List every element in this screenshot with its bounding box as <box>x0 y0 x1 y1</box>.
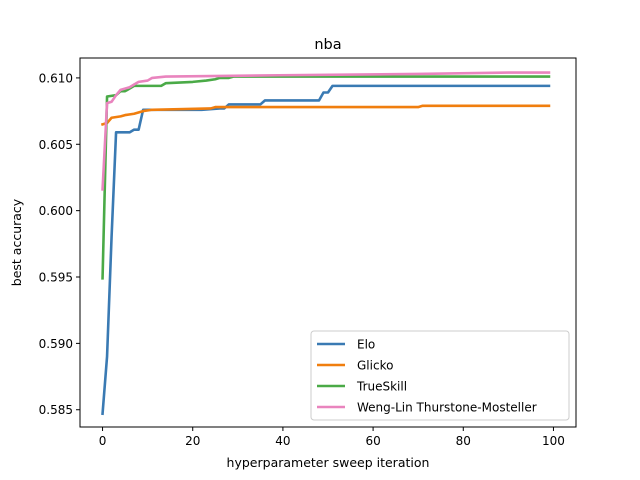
y-tick-label: 0.595 <box>39 271 73 285</box>
legend: Elo Glicko TrueSkill Weng-Lin Thurstone-Mos… <box>310 330 570 421</box>
y-tick-label: 0.585 <box>39 403 73 417</box>
x-axis-label: hyperparameter sweep iteration <box>227 455 430 470</box>
chart-title: nba <box>314 37 341 53</box>
plot-frame <box>79 57 577 428</box>
x-tick-label: 20 <box>185 434 200 448</box>
y-axis-label: best accuracy <box>9 198 24 286</box>
series-line-3 <box>101 71 551 191</box>
series-line-1 <box>100 104 551 126</box>
legend-box <box>310 330 570 421</box>
x-tick-label: 60 <box>365 434 380 448</box>
y-tick-label: 0.590 <box>39 337 73 351</box>
x-tick-label: 0 <box>99 434 107 448</box>
legend-label-3: Weng-Lin Thurstone-Mosteller <box>357 401 537 415</box>
y-tick-label: 0.610 <box>39 71 73 85</box>
plot-lines <box>100 71 551 416</box>
x-tick-label: 40 <box>275 434 290 448</box>
y-tick-label: 0.605 <box>39 138 73 152</box>
x-axis-ticks: 0 20 40 60 80 100 <box>99 427 565 448</box>
x-tick-label: 80 <box>456 434 471 448</box>
legend-label-0: Elo <box>357 338 375 352</box>
x-tick-label: 100 <box>542 434 565 448</box>
y-tick-label: 0.600 <box>39 204 73 218</box>
legend-label-2: TrueSkill <box>356 380 407 394</box>
y-axis-ticks: 0.585 0.590 0.595 0.600 0.605 0.610 <box>39 71 80 417</box>
legend-label-1: Glicko <box>357 359 393 373</box>
